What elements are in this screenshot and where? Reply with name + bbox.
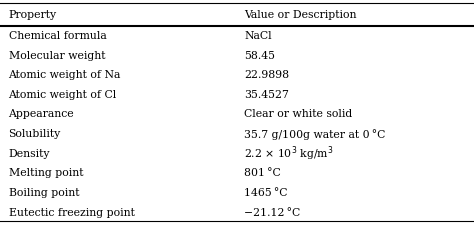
Text: Atomic weight of Na: Atomic weight of Na bbox=[9, 70, 121, 80]
Text: 1465 °C: 1465 °C bbox=[244, 188, 288, 198]
Text: Value or Description: Value or Description bbox=[244, 10, 356, 20]
Text: 801 °C: 801 °C bbox=[244, 168, 281, 178]
Text: Eutectic freezing point: Eutectic freezing point bbox=[9, 208, 135, 218]
Text: Molecular weight: Molecular weight bbox=[9, 51, 105, 61]
Text: Chemical formula: Chemical formula bbox=[9, 31, 106, 41]
Text: Property: Property bbox=[9, 10, 57, 20]
Text: Solubility: Solubility bbox=[9, 129, 61, 139]
Text: 22.9898: 22.9898 bbox=[244, 70, 289, 80]
Text: 58.45: 58.45 bbox=[244, 51, 275, 61]
Text: NaCl: NaCl bbox=[244, 31, 272, 41]
Text: Clear or white solid: Clear or white solid bbox=[244, 109, 352, 119]
Text: 35.4527: 35.4527 bbox=[244, 90, 289, 100]
Text: Appearance: Appearance bbox=[9, 109, 74, 119]
Text: Atomic weight of Cl: Atomic weight of Cl bbox=[9, 90, 117, 100]
Text: −21.12 °C: −21.12 °C bbox=[244, 208, 301, 218]
Text: 35.7 g/100g water at 0 °C: 35.7 g/100g water at 0 °C bbox=[244, 129, 385, 140]
Text: 2.2 $\times$ 10$^{3}$ kg/m$^{3}$: 2.2 $\times$ 10$^{3}$ kg/m$^{3}$ bbox=[244, 144, 334, 163]
Text: Boiling point: Boiling point bbox=[9, 188, 79, 198]
Text: Density: Density bbox=[9, 149, 50, 159]
Text: Melting point: Melting point bbox=[9, 168, 83, 178]
